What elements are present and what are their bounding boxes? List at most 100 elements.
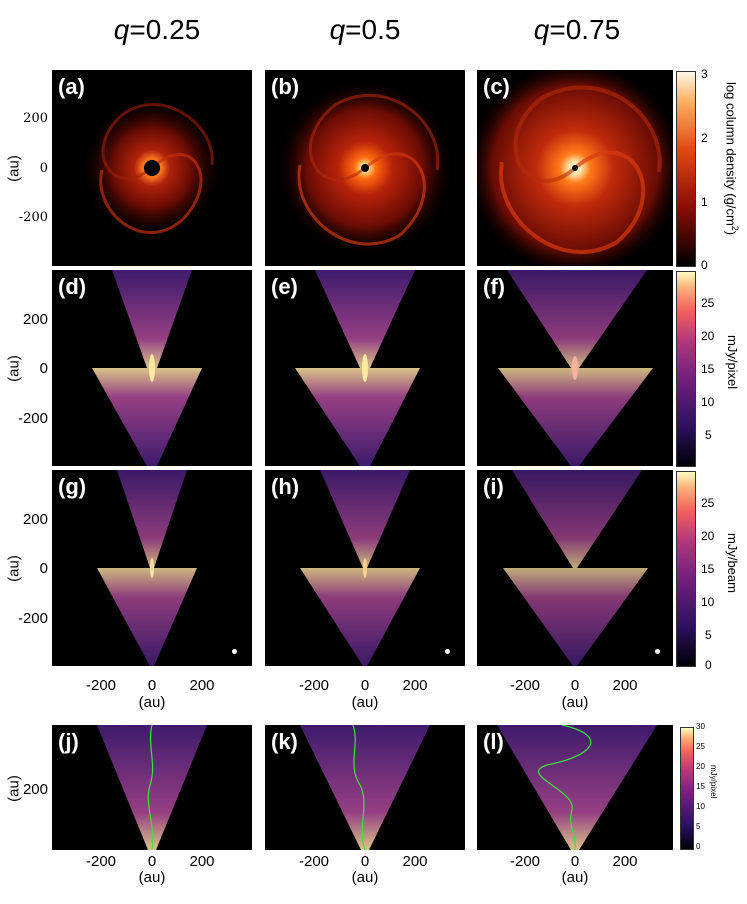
panel-label-f: (f) xyxy=(483,274,505,299)
colorbar-label-column-density: log column density (g/cm2) xyxy=(723,82,740,236)
colorbar-column-density xyxy=(676,71,696,267)
cb4-tick-30: 30 xyxy=(696,722,705,731)
x-axis-label-h: (au) xyxy=(351,694,379,711)
cone-image-k xyxy=(300,725,430,850)
y-tick-row2-200: 200 xyxy=(22,311,48,328)
x-axis-label-i: (au) xyxy=(561,694,589,711)
cb4-tick-10: 10 xyxy=(696,802,705,811)
cb2-tick-20: 20 xyxy=(701,329,715,343)
x-tick-i-200: 200 xyxy=(612,677,638,694)
colorbar-mjy-pixel-zoom xyxy=(680,727,694,850)
cone-image-h xyxy=(300,470,420,666)
x-axis-label-j: (au) xyxy=(138,869,166,886)
panel-label-b: (b) xyxy=(271,74,300,99)
x-tick-g-0: 0 xyxy=(147,677,157,694)
cb4-tick-20: 20 xyxy=(696,762,705,771)
beam-marker-g xyxy=(232,649,237,654)
panel-label-k: (k) xyxy=(271,729,298,754)
panel-label-g: (g) xyxy=(58,474,87,499)
y-tick-row1-neg200: -200 xyxy=(18,210,48,225)
y-tick-row3-neg200: -200 xyxy=(17,610,48,627)
panel-label-l: (l) xyxy=(483,729,504,754)
cb2-tick-25: 25 xyxy=(701,296,715,310)
cone-image-e xyxy=(295,270,420,466)
x-tick-l-neg200: -200 xyxy=(509,853,541,870)
y-tick-row1-200: 200 xyxy=(23,111,48,126)
x-tick-k-200: 200 xyxy=(402,853,428,870)
cb3-tick-10: 10 xyxy=(701,595,715,609)
cb4-tick-25: 25 xyxy=(696,742,705,751)
cb1-tick-3: 3 xyxy=(701,67,708,81)
y-tick-row2-neg200: -200 xyxy=(17,410,48,427)
disc-image-a xyxy=(80,96,224,240)
panel-b: (b) xyxy=(265,70,465,266)
panel-l: (l) xyxy=(477,725,673,850)
cb3-tick-25: 25 xyxy=(701,496,715,510)
cone-image-f xyxy=(498,270,653,466)
cone-image-i xyxy=(503,470,648,666)
colorbar-label-mjy-beam: mJy/beam xyxy=(725,533,740,593)
panel-label-j: (j) xyxy=(58,729,79,754)
colorbar-label-mjy-pixel: mJy/pixel xyxy=(725,335,740,390)
cone-image-g xyxy=(97,470,197,666)
y-axis-label-row1: (au) xyxy=(5,155,23,182)
y-axis-label-row4: (au) xyxy=(5,775,23,802)
x-tick-h-0: 0 xyxy=(360,677,370,694)
y-tick-row3-0: 0 xyxy=(39,560,48,577)
y-tick-row4-200: 200 xyxy=(22,781,48,798)
x-tick-j-200: 200 xyxy=(189,853,215,870)
x-axis-label-l: (au) xyxy=(561,869,589,886)
colorbar-mjy-beam xyxy=(676,471,696,667)
y-axis-label-row2: (au) xyxy=(5,355,23,382)
panel-label-h: (h) xyxy=(271,474,300,499)
column-title-q075: q=0.75 xyxy=(533,14,621,45)
column-title-q05: q=0.5 xyxy=(329,14,401,45)
cone-image-l xyxy=(497,725,657,850)
colorbar-mjy-pixel xyxy=(676,271,696,467)
panel-a: (a) xyxy=(52,70,252,266)
cb4-tick-5: 5 xyxy=(696,822,701,831)
cb3-tick-0: 0 xyxy=(705,658,712,672)
cb1-tick-0: 0 xyxy=(701,258,708,272)
panel-f: (f) xyxy=(477,270,673,466)
y-tick-row3-200: 200 xyxy=(22,511,48,528)
x-tick-g-neg200: -200 xyxy=(85,677,117,694)
beam-marker-h xyxy=(445,649,450,654)
x-tick-g-200: 200 xyxy=(189,677,215,694)
cb3-tick-5: 5 xyxy=(705,628,712,642)
x-tick-h-neg200: -200 xyxy=(298,677,330,694)
y-tick-row1-0: 0 xyxy=(39,161,48,176)
x-tick-j-0: 0 xyxy=(147,853,157,870)
column-title-q025: q=0.25 xyxy=(113,14,201,45)
x-axis-label-g: (au) xyxy=(138,694,166,711)
cb1-tick-1: 1 xyxy=(701,195,708,209)
x-tick-i-0: 0 xyxy=(570,677,580,694)
cone-image-j xyxy=(97,725,207,850)
cb4-tick-0: 0 xyxy=(696,842,701,851)
cb2-tick-5: 5 xyxy=(705,428,712,442)
x-tick-h-200: 200 xyxy=(402,677,428,694)
x-tick-l-200: 200 xyxy=(612,853,638,870)
panel-label-e: (e) xyxy=(271,274,298,299)
panel-label-i: (i) xyxy=(483,474,504,499)
cb3-tick-15: 15 xyxy=(701,562,715,576)
panel-c: (c) xyxy=(477,70,673,266)
cb2-tick-10: 10 xyxy=(701,395,715,409)
panel-h: (h) xyxy=(265,470,465,666)
panel-g: (g) xyxy=(52,470,252,666)
x-axis-label-k: (au) xyxy=(351,869,379,886)
panel-label-d: (d) xyxy=(58,274,87,299)
y-tick-row2-0: 0 xyxy=(39,360,48,377)
disc-image-b xyxy=(275,78,455,258)
x-tick-k-0: 0 xyxy=(360,853,370,870)
colorbar-label-mjy-pixel-zoom: mJy/pixel xyxy=(709,765,718,799)
cb3-tick-20: 20 xyxy=(701,529,715,543)
cb1-tick-2: 2 xyxy=(701,131,708,145)
panel-i: (i) xyxy=(477,470,673,666)
panel-e: (e) xyxy=(265,270,465,466)
x-tick-j-neg200: -200 xyxy=(85,853,117,870)
x-tick-l-0: 0 xyxy=(570,853,580,870)
panel-j: (j) xyxy=(52,725,252,850)
cb2-tick-15: 15 xyxy=(701,362,715,376)
disc-image-c xyxy=(477,70,673,266)
